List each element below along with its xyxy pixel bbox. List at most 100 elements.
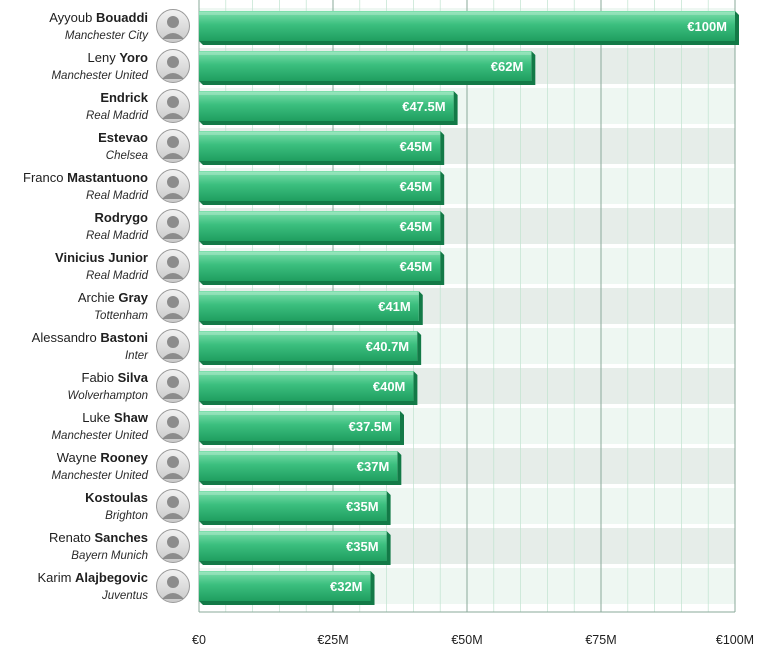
player-last-name: Silva <box>118 370 149 385</box>
avatar-head-icon <box>167 576 179 588</box>
player-last-name: Kostoulas <box>85 490 148 505</box>
bar <box>199 291 419 321</box>
player-name: Leny Yoro <box>88 50 149 65</box>
bars: €100M €62M €47.5M €45M €45M €45M €45M €41M €40.7… <box>199 11 739 605</box>
x-axis: €0 €25M €50M €75M €100M <box>192 611 754 647</box>
data-label: €40M <box>373 379 406 394</box>
club-name: Real Madrid <box>86 190 149 202</box>
bar <box>199 171 441 201</box>
club-name: Tottenham <box>94 310 148 322</box>
club-name: Real Madrid <box>86 230 149 242</box>
avatar-head-icon <box>167 16 179 28</box>
bar-shadow <box>199 291 423 325</box>
player-first-name: Ayyoub <box>49 10 96 25</box>
data-label: €62M <box>491 59 524 74</box>
player-avatar <box>156 49 190 83</box>
bar-shadow <box>199 571 375 605</box>
bar <box>199 251 441 281</box>
bar <box>199 571 371 601</box>
player-last-name: Bouaddi <box>96 10 148 25</box>
bar-highlight <box>199 572 371 575</box>
player-first-name: Leny <box>88 50 120 65</box>
data-label: €37M <box>357 459 390 474</box>
bar-highlight <box>199 492 387 495</box>
bar-highlight <box>199 92 454 95</box>
player-avatar <box>156 249 190 283</box>
avatar-body-icon <box>162 233 184 239</box>
player-name: Fabio Silva <box>82 370 149 385</box>
avatar-body-icon <box>162 393 184 399</box>
club-name: Manchester United <box>51 470 148 482</box>
bar-shadow <box>199 251 445 285</box>
avatar-head-icon <box>167 496 179 508</box>
bar-shadow <box>199 451 402 485</box>
avatar-body-icon <box>162 473 184 479</box>
bar <box>199 371 414 401</box>
bar <box>199 11 735 41</box>
player-last-name: Endrick <box>100 90 148 105</box>
player-last-name: Yoro <box>119 50 148 65</box>
player-first-name: Archie <box>78 290 118 305</box>
player-avatar <box>156 9 190 43</box>
bar-shadow <box>199 91 458 125</box>
bar-shadow <box>199 371 418 405</box>
player-name: Renato Sanches <box>49 530 148 545</box>
data-label: €41M <box>378 299 411 314</box>
category-labels: Ayyoub Bouaddi Manchester City Leny Yoro Ma… <box>23 10 149 602</box>
player-name: Estevao <box>98 130 148 145</box>
avatar-body-icon <box>162 513 184 519</box>
avatar-head-icon <box>167 256 179 268</box>
bar-highlight <box>199 132 441 135</box>
bar-highlight <box>199 12 735 15</box>
data-label: €45M <box>400 139 433 154</box>
data-label: €35M <box>346 499 379 514</box>
player-first-name: Luke <box>82 410 114 425</box>
bar <box>199 211 441 241</box>
player-avatar <box>156 449 190 483</box>
club-name: Manchester United <box>51 70 148 82</box>
avatar-head-icon <box>167 136 179 148</box>
avatar-body-icon <box>162 553 184 559</box>
bar-shadow <box>199 331 422 365</box>
player-first-name: Karim <box>37 570 75 585</box>
bar <box>199 51 532 81</box>
player-last-name: Rodrygo <box>95 210 149 225</box>
club-name: Brighton <box>105 510 148 522</box>
player-last-name: Sanches <box>95 530 148 545</box>
avatar-head-icon <box>167 56 179 68</box>
player-avatar <box>156 169 190 203</box>
avatar-body-icon <box>162 113 184 119</box>
data-label: €45M <box>400 259 433 274</box>
player-first-name: Renato <box>49 530 95 545</box>
player-last-name: Estevao <box>98 130 148 145</box>
bar-highlight <box>199 52 532 55</box>
player-first-name: Wayne <box>57 450 101 465</box>
player-last-name: Alajbegovic <box>75 570 148 585</box>
player-name: Karim Alajbegovic <box>37 570 148 585</box>
player-first-name: Franco <box>23 170 67 185</box>
club-name: Juventus <box>101 590 148 602</box>
bar-highlight <box>199 212 441 215</box>
player-avatar <box>156 529 190 563</box>
club-name: Wolverhampton <box>67 390 148 402</box>
x-tick-label: €0 <box>192 633 206 647</box>
avatar-head-icon <box>167 416 179 428</box>
data-label: €37.5M <box>349 419 392 434</box>
x-tick-label: €75M <box>585 633 616 647</box>
avatar-body-icon <box>162 33 184 39</box>
club-name: Real Madrid <box>86 270 149 282</box>
bar-highlight <box>199 332 418 335</box>
bar <box>199 331 418 361</box>
avatar-head-icon <box>167 296 179 308</box>
avatar-body-icon <box>162 313 184 319</box>
player-name: Vinicius Junior <box>55 250 148 265</box>
player-name: Kostoulas <box>85 490 148 505</box>
player-last-name: Shaw <box>114 410 149 425</box>
player-name: Luke Shaw <box>82 410 149 425</box>
avatar-body-icon <box>162 353 184 359</box>
club-name: Bayern Munich <box>71 550 148 562</box>
player-avatar <box>156 289 190 323</box>
player-last-name: Mastantuono <box>67 170 148 185</box>
bar-highlight <box>199 532 387 535</box>
